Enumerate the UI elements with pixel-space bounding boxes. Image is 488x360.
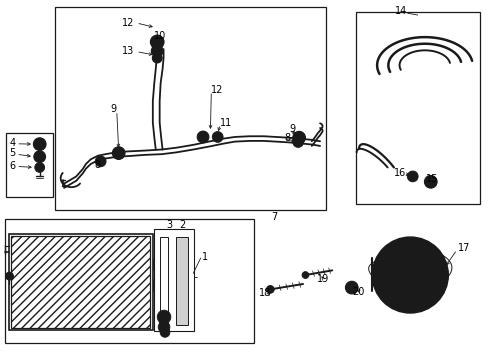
Text: 19: 19 bbox=[316, 274, 328, 284]
Bar bbox=[9, 234, 153, 330]
Text: 4: 4 bbox=[9, 138, 16, 148]
Circle shape bbox=[159, 318, 168, 327]
Circle shape bbox=[371, 237, 447, 313]
Circle shape bbox=[292, 131, 305, 144]
Text: 9: 9 bbox=[289, 124, 295, 134]
Text: 18: 18 bbox=[259, 288, 271, 298]
Circle shape bbox=[99, 159, 102, 163]
Circle shape bbox=[152, 53, 162, 63]
Text: 6: 6 bbox=[9, 161, 16, 171]
Text: 17: 17 bbox=[457, 243, 469, 253]
Bar bbox=[159, 237, 168, 326]
Circle shape bbox=[158, 321, 169, 333]
Circle shape bbox=[155, 56, 159, 60]
Circle shape bbox=[38, 155, 41, 159]
Text: 13: 13 bbox=[122, 46, 134, 56]
Text: 12: 12 bbox=[122, 18, 134, 28]
Bar bbox=[55, 7, 326, 211]
Text: 15: 15 bbox=[425, 174, 437, 184]
Circle shape bbox=[155, 49, 159, 53]
Circle shape bbox=[296, 140, 300, 144]
Circle shape bbox=[406, 272, 413, 278]
Circle shape bbox=[160, 328, 169, 337]
Circle shape bbox=[35, 163, 44, 172]
Circle shape bbox=[345, 281, 357, 294]
Circle shape bbox=[302, 272, 308, 278]
Circle shape bbox=[33, 138, 46, 150]
Text: 3: 3 bbox=[166, 220, 172, 230]
Text: 8: 8 bbox=[94, 160, 100, 170]
Text: 5: 5 bbox=[9, 148, 16, 158]
Text: 14: 14 bbox=[394, 6, 406, 17]
Circle shape bbox=[384, 288, 390, 295]
Circle shape bbox=[157, 310, 170, 324]
Polygon shape bbox=[368, 248, 451, 280]
Circle shape bbox=[197, 131, 208, 143]
Circle shape bbox=[348, 285, 354, 291]
Circle shape bbox=[428, 255, 435, 262]
Circle shape bbox=[215, 135, 219, 139]
Text: 8: 8 bbox=[284, 133, 290, 143]
Text: 12: 12 bbox=[211, 85, 223, 95]
Circle shape bbox=[154, 39, 160, 45]
Circle shape bbox=[402, 268, 417, 282]
Text: 1: 1 bbox=[201, 252, 207, 262]
Circle shape bbox=[34, 151, 45, 162]
Circle shape bbox=[151, 45, 163, 57]
Circle shape bbox=[116, 151, 121, 156]
Circle shape bbox=[296, 135, 301, 140]
Circle shape bbox=[266, 285, 274, 293]
Circle shape bbox=[427, 179, 432, 184]
Circle shape bbox=[37, 141, 42, 147]
Text: 9: 9 bbox=[110, 104, 116, 114]
Circle shape bbox=[410, 175, 414, 178]
Bar bbox=[11, 236, 150, 328]
Circle shape bbox=[394, 260, 425, 291]
Circle shape bbox=[200, 135, 205, 139]
Circle shape bbox=[112, 147, 125, 159]
Circle shape bbox=[381, 247, 438, 303]
Bar bbox=[355, 12, 479, 204]
Circle shape bbox=[212, 132, 223, 142]
Circle shape bbox=[384, 255, 390, 262]
Bar bbox=[176, 237, 188, 325]
Circle shape bbox=[292, 137, 303, 147]
Text: 7: 7 bbox=[271, 212, 277, 221]
Circle shape bbox=[428, 288, 435, 295]
Text: 16: 16 bbox=[393, 168, 405, 178]
Circle shape bbox=[424, 175, 436, 188]
Circle shape bbox=[5, 272, 13, 280]
Circle shape bbox=[95, 156, 106, 167]
Bar bbox=[154, 229, 194, 331]
Circle shape bbox=[407, 171, 417, 182]
Text: 11: 11 bbox=[220, 118, 232, 128]
Text: 10: 10 bbox=[154, 31, 166, 41]
Circle shape bbox=[150, 35, 163, 49]
Text: 2: 2 bbox=[179, 220, 185, 230]
Bar bbox=[5, 134, 53, 197]
Bar bbox=[4, 219, 254, 343]
Text: 20: 20 bbox=[351, 287, 364, 297]
